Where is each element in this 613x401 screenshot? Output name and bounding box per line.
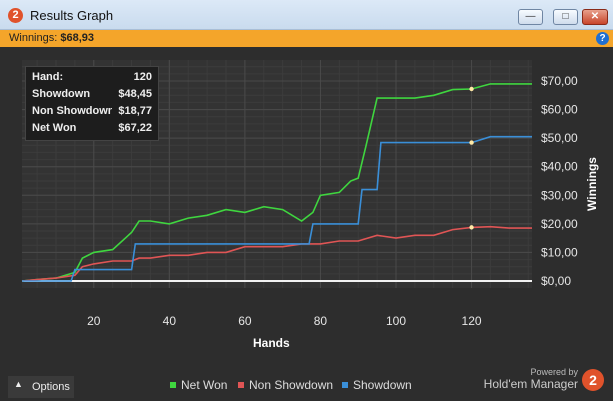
y-tick-label: $60,00 bbox=[541, 103, 578, 117]
legend-item-net-won[interactable]: Net Won bbox=[170, 378, 227, 392]
minimize-icon: — bbox=[525, 11, 536, 22]
hover-tooltip: Hand: 120 Showdown $48,45 Non Showdown $18,… bbox=[25, 66, 159, 141]
x-tick-label: 100 bbox=[386, 314, 406, 328]
brand-name: Hold'em Manager bbox=[483, 377, 578, 391]
close-icon: ✕ bbox=[590, 11, 600, 22]
winnings-label: Winnings: bbox=[9, 32, 58, 44]
tooltip-row-net-won: Net Won $67,22 bbox=[32, 122, 154, 137]
window-title: Results Graph bbox=[30, 8, 114, 23]
chevron-up-icon: ▲ bbox=[14, 379, 23, 389]
legend-label: Non Showdown bbox=[249, 378, 334, 392]
tooltip-label: Hand: bbox=[32, 71, 64, 83]
y-tick-label: $30,00 bbox=[541, 188, 578, 202]
legend-swatch bbox=[342, 381, 348, 388]
x-tick-label: 80 bbox=[314, 314, 328, 328]
y-tick-label: $20,00 bbox=[541, 217, 578, 231]
legend-item-non-showdown[interactable]: Non Showdown bbox=[238, 378, 333, 392]
x-axis-title: Hands bbox=[253, 336, 290, 350]
series-line-non-showdown bbox=[21, 225, 532, 282]
tooltip-row-showdown: Showdown $48,45 bbox=[32, 88, 154, 103]
x-tick-label: 60 bbox=[238, 314, 252, 328]
winnings-value: $68,93 bbox=[60, 32, 95, 44]
close-button[interactable]: ✕ bbox=[582, 9, 608, 25]
brand-logo-icon: 2 bbox=[582, 369, 604, 391]
tooltip-value: $67,22 bbox=[118, 122, 152, 134]
legend-item-showdown[interactable]: Showdown bbox=[342, 378, 412, 392]
legend-label: Net Won bbox=[181, 378, 228, 392]
series-line-showdown bbox=[22, 135, 532, 282]
winnings-summary: Winnings: $68,93 bbox=[9, 32, 94, 44]
legend-swatch bbox=[170, 381, 176, 388]
x-tick-label: 120 bbox=[462, 314, 482, 328]
tooltip-row-hand: Hand: 120 bbox=[32, 71, 154, 86]
title-bar: 2 Results Graph — □ ✕ bbox=[0, 0, 613, 30]
app-logo-icon: 2 bbox=[8, 8, 23, 23]
tooltip-label: Net Won bbox=[32, 122, 77, 134]
brand-powered: Powered by bbox=[530, 367, 578, 377]
y-tick-label: $10,00 bbox=[541, 245, 578, 259]
tooltip-label: Non Showdown bbox=[32, 105, 112, 117]
restore-button[interactable]: □ bbox=[553, 9, 578, 25]
tooltip-row-non-showdown: Non Showdown $18,77 bbox=[32, 105, 154, 120]
tooltip-label: Showdown bbox=[32, 88, 91, 100]
tooltip-value: 120 bbox=[133, 71, 152, 83]
legend-label: Showdown bbox=[353, 378, 412, 392]
help-icon[interactable]: ? bbox=[596, 32, 609, 45]
series-line-net-won bbox=[21, 83, 532, 282]
tooltip-value: $48,45 bbox=[118, 88, 152, 100]
legend-swatch bbox=[238, 381, 244, 388]
brand-logo: Powered by Hold'em Manager 2 bbox=[478, 367, 608, 397]
y-tick-label: $0,00 bbox=[541, 274, 571, 288]
restore-icon: □ bbox=[562, 11, 569, 22]
highlight-point bbox=[469, 225, 474, 230]
highlight-point bbox=[469, 86, 474, 92]
y-tick-label: $50,00 bbox=[541, 131, 578, 145]
tooltip-value: $18,77 bbox=[118, 105, 152, 117]
minimize-button[interactable]: — bbox=[518, 9, 543, 25]
footer: ▲ Options Net Won Non Showdown Showdown … bbox=[0, 367, 613, 401]
y-tick-label: $70,00 bbox=[541, 74, 578, 88]
y-axis-title: Winnings bbox=[585, 157, 599, 211]
options-label: Options bbox=[32, 381, 70, 393]
x-tick-label: 20 bbox=[87, 314, 101, 328]
y-tick-label: $40,00 bbox=[541, 160, 578, 174]
highlight-point bbox=[469, 140, 474, 145]
options-button[interactable]: ▲ Options bbox=[8, 376, 74, 398]
x-tick-label: 40 bbox=[163, 314, 177, 328]
winnings-bar: Winnings: $68,93 ? bbox=[0, 30, 613, 47]
